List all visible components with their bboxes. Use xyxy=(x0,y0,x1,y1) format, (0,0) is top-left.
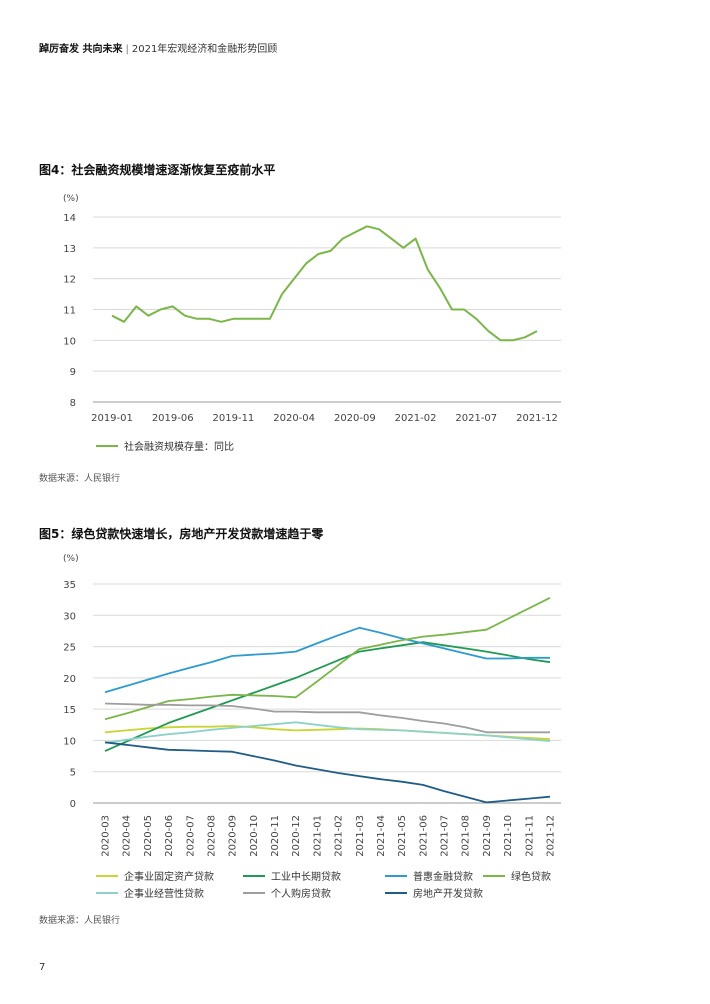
x-tick-label: 2019-01 xyxy=(91,413,133,424)
x-tick-label: 2020-09 xyxy=(228,815,239,857)
series-line-4 xyxy=(104,721,551,744)
legend-label: 社会融资规模存量：同比 xyxy=(124,440,234,453)
y-tick-label: 0 xyxy=(70,799,76,810)
x-tick-label: 2021-02 xyxy=(395,413,437,424)
y-tick-label: 12 xyxy=(63,275,76,286)
x-tick-label: 2020-04 xyxy=(122,815,133,857)
x-tick-label: 2021-03 xyxy=(355,815,366,857)
legend-label: 个人购房贷款 xyxy=(271,887,331,900)
legend-label: 房地产开发贷款 xyxy=(413,887,483,900)
x-tick-label: 2020-03 xyxy=(101,815,112,857)
y-axis-unit: (%) xyxy=(63,194,79,204)
x-tick-label: 2019-11 xyxy=(213,413,255,424)
x-tick-label: 2021-10 xyxy=(503,815,514,857)
header-bold: 踔厉奋发 共向未来 xyxy=(39,44,123,55)
y-tick-label: 9 xyxy=(70,367,76,378)
x-tick-label: 2021-08 xyxy=(461,815,472,857)
figure4-source: 数据来源：人民银行 xyxy=(39,474,121,484)
legend-label: 普惠金融贷款 xyxy=(413,870,473,883)
page-header: 踔厉奋发 共向未来 | 2021年宏观经济和金融形势回顾 xyxy=(39,40,277,55)
figure5-title: 图5：绿色贷款快速增长，房地产开发贷款增速趋于零 xyxy=(39,527,324,541)
y-tick-label: 15 xyxy=(63,705,76,716)
y-tick-label: 30 xyxy=(63,611,76,622)
x-tick-label: 2021-07 xyxy=(440,815,451,857)
x-tick-label: 2021-06 xyxy=(418,815,429,857)
y-tick-label: 11 xyxy=(63,306,76,317)
series-line-0 xyxy=(111,225,538,342)
legend-label: 企事业经营性贷款 xyxy=(124,887,204,900)
x-tick-label: 2020-08 xyxy=(206,815,217,857)
x-tick-label: 2020-04 xyxy=(273,413,315,424)
series-line-6 xyxy=(104,741,551,804)
x-tick-label: 2020-12 xyxy=(291,815,302,857)
legend-label: 工业中长期贷款 xyxy=(271,870,341,883)
header-subtitle: 2021年宏观经济和金融形势回顾 xyxy=(131,44,278,55)
x-tick-label: 2021-04 xyxy=(376,815,387,857)
figure4-title: 图4：社会融资规模增速逐渐恢复至疫前水平 xyxy=(39,163,276,177)
x-tick-label: 2020-05 xyxy=(143,815,154,857)
y-tick-label: 13 xyxy=(63,244,76,255)
figure5-source: 数据来源：人民银行 xyxy=(39,916,121,926)
y-tick-label: 5 xyxy=(70,768,76,779)
y-tick-label: 8 xyxy=(70,398,76,409)
x-tick-label: 2021-02 xyxy=(334,815,345,857)
x-tick-label: 2020-11 xyxy=(270,815,281,857)
x-tick-label: 2020-07 xyxy=(185,815,196,857)
header-separator: | xyxy=(125,44,129,55)
y-tick-label: 25 xyxy=(63,643,76,654)
x-tick-label: 2021-07 xyxy=(455,413,497,424)
x-tick-label: 2021-12 xyxy=(546,815,557,857)
y-tick-label: 10 xyxy=(63,336,76,347)
x-tick-label: 2019-06 xyxy=(152,413,194,424)
x-tick-label: 2021-12 xyxy=(516,413,558,424)
x-tick-label: 2021-05 xyxy=(397,815,408,857)
x-tick-label: 2021-09 xyxy=(482,815,493,857)
y-tick-label: 10 xyxy=(63,736,76,747)
series-line-3 xyxy=(104,596,551,721)
y-tick-label: 20 xyxy=(63,674,76,685)
y-axis-unit: (%) xyxy=(63,554,79,564)
y-tick-label: 35 xyxy=(63,580,76,591)
legend-label: 企事业固定资产贷款 xyxy=(124,870,214,883)
x-tick-label: 2020-10 xyxy=(249,815,260,857)
series-line-0 xyxy=(104,725,551,741)
legend-label: 绿色贷款 xyxy=(511,870,551,883)
page-number: 7 xyxy=(39,962,46,973)
series-line-1 xyxy=(104,641,551,752)
x-tick-label: 2020-06 xyxy=(164,815,175,857)
series-line-5 xyxy=(104,702,550,734)
x-tick-label: 2021-11 xyxy=(524,815,535,857)
x-tick-label: 2020-09 xyxy=(334,413,376,424)
y-tick-label: 14 xyxy=(63,213,76,224)
x-tick-label: 2021-01 xyxy=(312,815,323,857)
series-line-2 xyxy=(104,626,550,694)
